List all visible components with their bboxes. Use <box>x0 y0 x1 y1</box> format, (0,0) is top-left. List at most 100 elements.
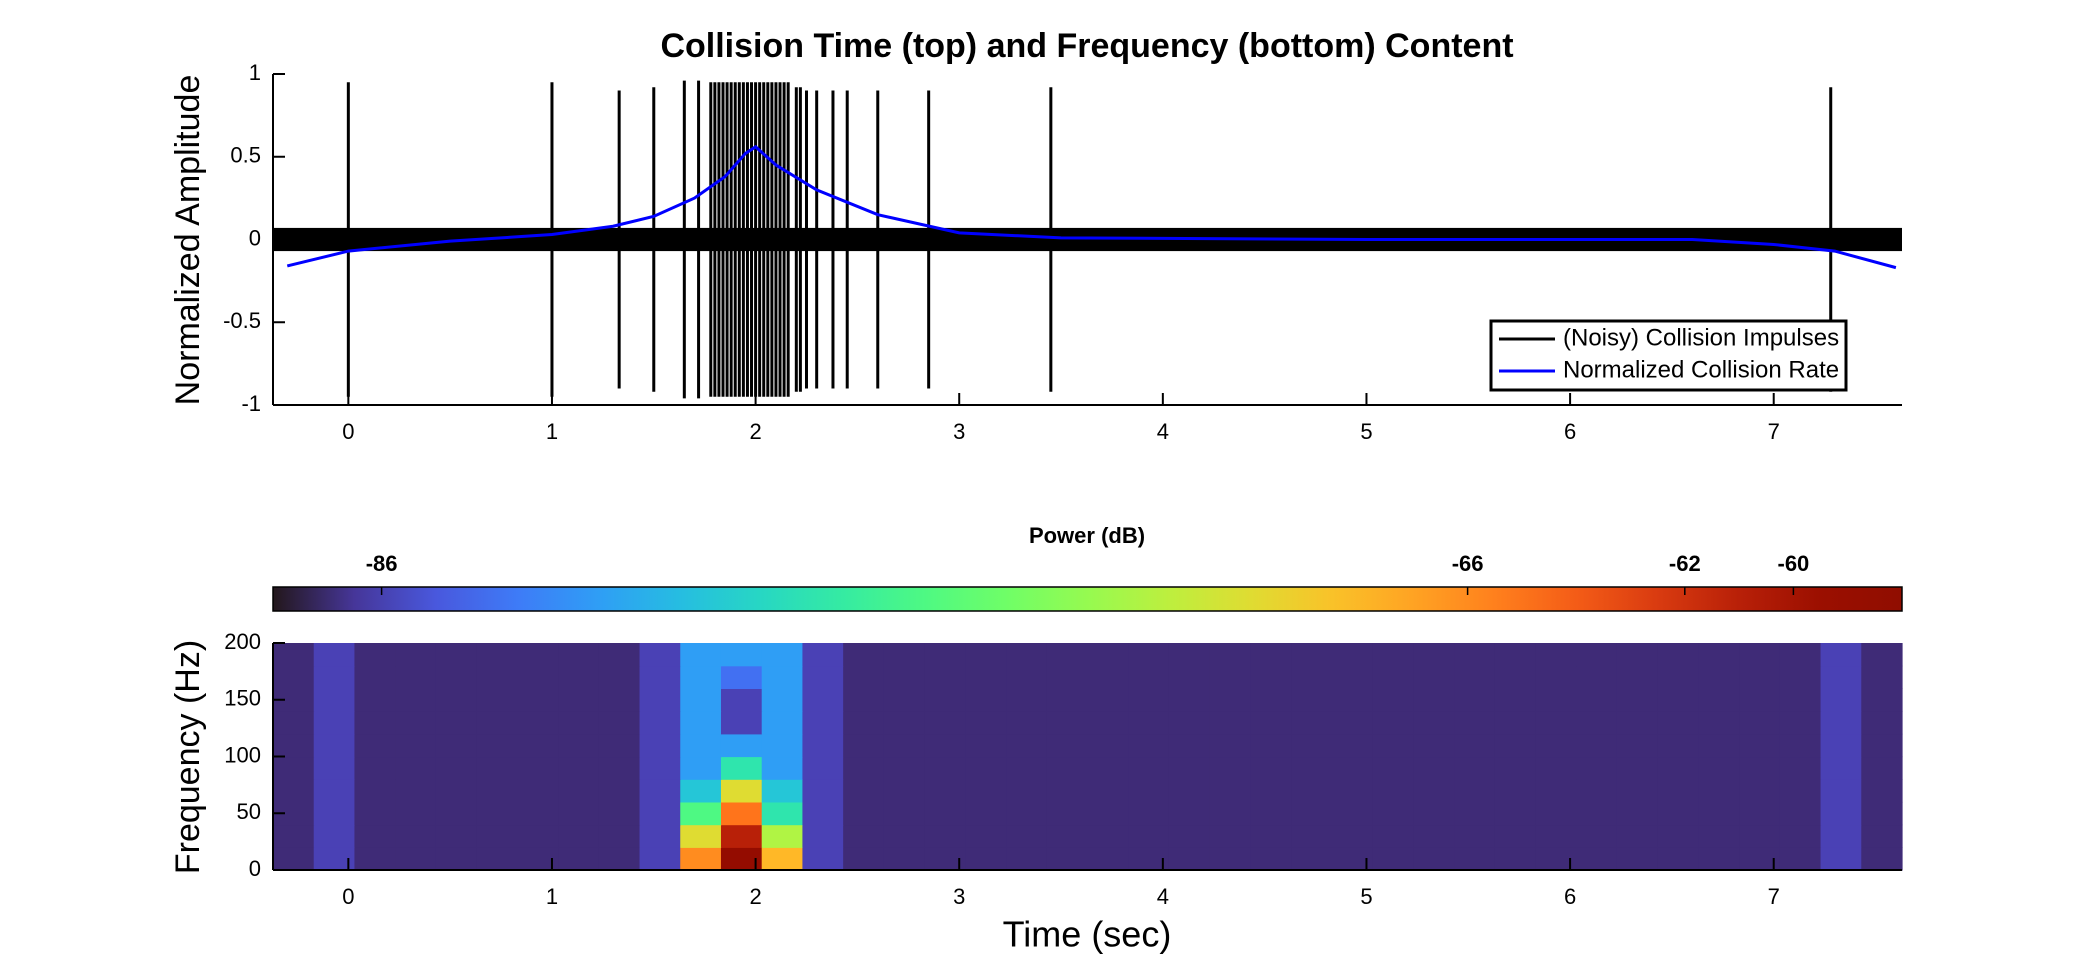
heatmap-cell <box>1698 643 1740 667</box>
heatmap-cell <box>313 779 356 803</box>
heatmap-cell <box>680 847 722 871</box>
heatmap-cell <box>1291 756 1333 780</box>
heatmap-cell <box>1454 665 1496 689</box>
heatmap-cell <box>1820 756 1862 780</box>
heatmap-cell <box>761 801 804 826</box>
x-tick-label: 0 <box>342 884 354 909</box>
heatmap-cell <box>1454 824 1496 848</box>
y-tick-label: 100 <box>224 742 261 767</box>
heatmap-cell <box>1820 801 1862 826</box>
heatmap-cell <box>1820 688 1862 712</box>
heatmap-cell <box>558 824 600 848</box>
heatmap-cell <box>720 711 763 735</box>
heatmap-cell <box>476 801 518 826</box>
heatmap-cell <box>313 688 356 712</box>
heatmap-cell <box>1820 733 1862 758</box>
heatmap-cell <box>1413 733 1455 758</box>
heatmap-cell <box>1087 801 1129 826</box>
heatmap-cell <box>1698 733 1740 758</box>
heatmap-cell <box>1209 665 1251 689</box>
heatmap-cell <box>1209 847 1251 871</box>
heatmap-cell <box>1820 824 1862 848</box>
heatmap-cell <box>1291 824 1333 848</box>
heatmap-cell <box>435 711 478 735</box>
heatmap-cell <box>1820 643 1862 667</box>
heatmap-cell <box>1128 779 1170 803</box>
heatmap-cell <box>517 824 559 848</box>
heatmap-cell <box>1657 643 1699 667</box>
heatmap-cell <box>802 801 844 826</box>
heatmap-cell <box>1779 711 1822 735</box>
heatmap-cell <box>1168 733 1211 758</box>
heatmap-cell <box>1616 779 1659 803</box>
heatmap-cell <box>1372 643 1414 667</box>
heatmap-cell <box>517 756 559 780</box>
heatmap-cell <box>1372 756 1414 780</box>
heatmap-cell <box>1331 643 1374 667</box>
heatmap-cell <box>476 779 518 803</box>
heatmap-cell <box>1454 779 1496 803</box>
heatmap-cell <box>1209 801 1251 826</box>
heatmap-cell <box>1861 665 1903 689</box>
heatmap-cell <box>1657 779 1699 803</box>
heatmap-cell <box>1779 756 1822 780</box>
heatmap-cell <box>843 779 885 803</box>
heatmap-cell <box>720 756 763 780</box>
heatmap-cell <box>1006 824 1048 848</box>
heatmap-cell <box>1331 824 1374 848</box>
heatmap-cell <box>1291 801 1333 826</box>
x-tick-label: 5 <box>1360 419 1372 444</box>
heatmap-cell <box>843 688 885 712</box>
heatmap-cell <box>843 665 885 689</box>
heatmap-cell <box>1128 643 1170 667</box>
heatmap-cell <box>1861 688 1903 712</box>
heatmap-cell <box>1168 779 1211 803</box>
heatmap-cell <box>1006 711 1048 735</box>
x-tick-label: 4 <box>1157 884 1169 909</box>
heatmap-cell <box>1087 756 1129 780</box>
heatmap-cell <box>924 665 966 689</box>
heatmap-cell <box>965 643 1007 667</box>
heatmap-cell <box>1128 665 1170 689</box>
heatmap-cell <box>680 756 722 780</box>
heatmap-cell <box>1698 665 1740 689</box>
colorbar-tick-label: -86 <box>366 551 398 576</box>
heatmap-cell <box>802 665 844 689</box>
heatmap-cell <box>598 733 641 758</box>
heatmap-cell <box>1454 688 1496 712</box>
heatmap-cell <box>395 643 437 667</box>
heatmap-cell <box>517 665 559 689</box>
y-tick-label: 0 <box>249 225 261 250</box>
heatmap-cell <box>1250 847 1292 871</box>
heatmap-cell <box>558 643 600 667</box>
heatmap-cell <box>1861 779 1903 803</box>
heatmap-cell <box>883 847 926 871</box>
heatmap-cell <box>1006 688 1048 712</box>
heatmap-cell <box>1576 688 1618 712</box>
heatmap-cell <box>720 801 763 826</box>
heatmap-cell <box>761 779 804 803</box>
rate-line <box>286 144 1897 270</box>
heatmap-cell <box>1739 779 1781 803</box>
heatmap-cell <box>1413 779 1455 803</box>
heatmap-cell <box>1372 779 1414 803</box>
heatmap-cell <box>1168 665 1211 689</box>
y-axis-label: Normalized Amplitude <box>169 75 207 406</box>
heatmap-cell <box>1209 733 1251 758</box>
y-tick-label: 0 <box>249 856 261 881</box>
heatmap-cell <box>1046 847 1089 871</box>
heatmap-cell <box>1698 847 1740 871</box>
heatmap-cell <box>1861 643 1903 667</box>
heatmap-cell <box>1046 756 1089 780</box>
heatmap-cell <box>395 756 437 780</box>
heatmap-cell <box>1454 733 1496 758</box>
heatmap-cell <box>1454 756 1496 780</box>
heatmap-cell <box>1576 733 1618 758</box>
heatmap-cell <box>1087 733 1129 758</box>
heatmap-cell <box>1209 756 1251 780</box>
heatmap-cell <box>273 711 315 735</box>
heatmap-cell <box>680 733 722 758</box>
heatmap-cell <box>1698 711 1740 735</box>
heatmap-cell <box>558 688 600 712</box>
heatmap-cell <box>1739 733 1781 758</box>
